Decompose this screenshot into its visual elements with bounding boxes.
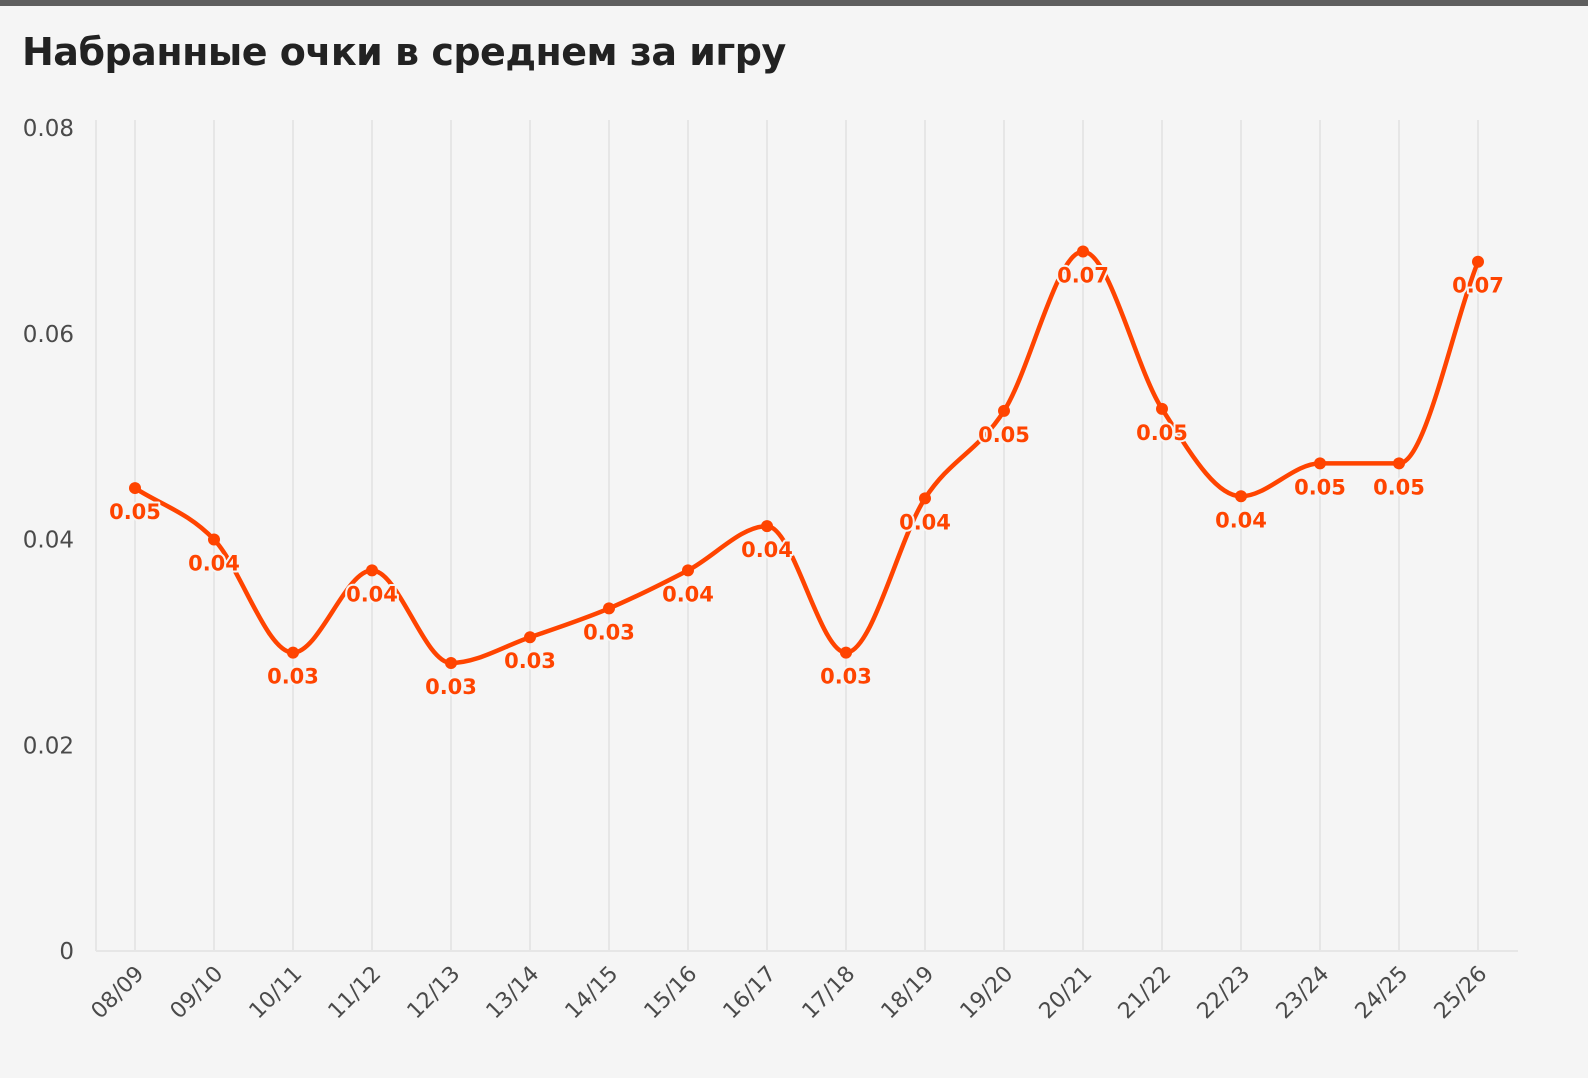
- data-label: 0.03: [425, 675, 477, 699]
- x-tick-label: 24/25: [1351, 962, 1414, 1025]
- chart-title: Набранные очки в среднем за игру: [22, 30, 786, 74]
- data-point: [998, 404, 1010, 417]
- data-point: [919, 492, 931, 505]
- data-point: [1077, 245, 1089, 258]
- grid-lines: [95, 120, 1518, 952]
- data-point: [524, 631, 536, 644]
- data-label: 0.04: [741, 538, 793, 562]
- x-tick-label: 19/20: [956, 962, 1019, 1025]
- data-label: 0.05: [109, 500, 161, 524]
- x-tick-label: 09/10: [166, 962, 229, 1025]
- data-label: 0.04: [188, 552, 240, 576]
- data-label: 0.03: [820, 665, 872, 689]
- data-label: 0.05: [1373, 475, 1425, 499]
- data-point: [1156, 402, 1168, 415]
- data-point: [366, 564, 378, 577]
- data-label: 0.07: [1452, 274, 1504, 298]
- data-label: 0.04: [899, 510, 951, 534]
- data-label: 0.04: [346, 582, 398, 606]
- x-tick-label: 10/11: [245, 962, 308, 1025]
- x-tick-label: 22/23: [1193, 962, 1256, 1025]
- series-line-layer: [132, 249, 1481, 666]
- y-axis-ticks: 0 0.02 0.04 0.06 0.08: [23, 116, 74, 965]
- data-label: 0.03: [504, 649, 556, 673]
- x-tick-label: 08/09: [87, 962, 150, 1025]
- data-point: [1314, 457, 1326, 470]
- data-label: 0.05: [1294, 475, 1346, 499]
- data-point: [1235, 490, 1247, 503]
- y-tick-label: 0.08: [23, 116, 74, 142]
- x-axis-ticks: 08/09 09/10 10/11 11/12 12/13 13/14 14/15 15/16…: [87, 962, 1493, 1025]
- data-points: [129, 245, 1484, 669]
- y-tick-label: 0.06: [23, 322, 74, 348]
- data-point: [603, 602, 615, 615]
- x-tick-label: 17/18: [798, 962, 861, 1025]
- data-label: 0.04: [1215, 508, 1267, 532]
- data-point: [287, 646, 299, 659]
- x-tick-label: 25/26: [1430, 962, 1493, 1025]
- x-tick-label: 18/19: [877, 962, 940, 1025]
- data-label: 0.03: [583, 620, 635, 644]
- data-point: [445, 656, 457, 669]
- data-label: 0.04: [662, 582, 714, 606]
- x-tick-label: 13/14: [482, 962, 545, 1025]
- y-tick-label: 0.02: [23, 733, 74, 759]
- data-label: 0.05: [1136, 421, 1188, 445]
- series-line: [132, 249, 1481, 666]
- data-point: [129, 482, 141, 495]
- data-point: [682, 564, 694, 577]
- x-tick-label: 20/21: [1035, 962, 1098, 1025]
- x-tick-label: 16/17: [719, 962, 782, 1025]
- data-point: [1393, 457, 1405, 470]
- data-label: 0.03: [267, 665, 319, 689]
- x-tick-label: 15/16: [640, 962, 703, 1025]
- x-tick-label: 12/13: [403, 962, 466, 1025]
- data-point: [761, 520, 773, 533]
- x-tick-label: 23/24: [1272, 962, 1335, 1025]
- y-tick-label: 0.04: [23, 528, 74, 554]
- data-point: [208, 533, 220, 546]
- x-tick-label: 14/15: [561, 962, 624, 1025]
- data-labels: 0.05 0.04 0.03 0.04 0.03 0.03 0.03 0.04 0.04 0.03…: [107, 261, 1506, 701]
- data-point: [1472, 255, 1484, 268]
- x-tick-label: 11/12: [324, 962, 387, 1025]
- top-accent-bar: [0, 0, 1588, 6]
- y-tick-label: 0: [59, 939, 74, 965]
- data-label: 0.07: [1057, 263, 1109, 287]
- data-point: [840, 646, 852, 659]
- x-tick-label: 21/22: [1114, 962, 1177, 1025]
- data-label: 0.05: [978, 423, 1030, 447]
